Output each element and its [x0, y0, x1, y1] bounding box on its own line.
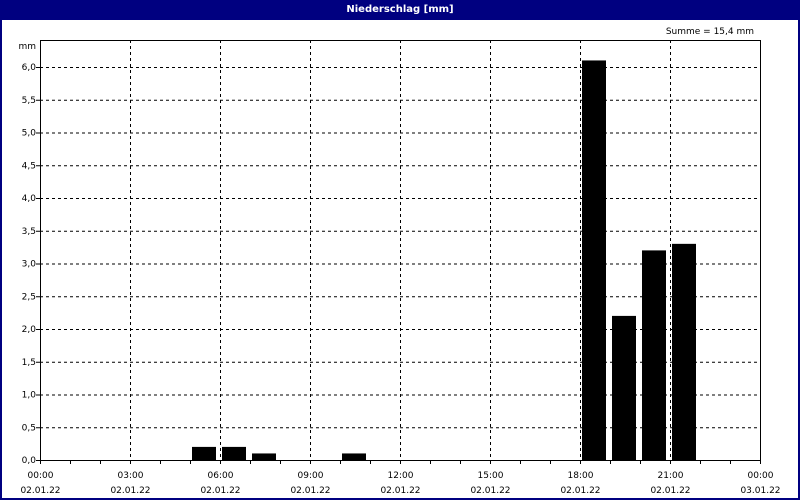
precipitation-bar [582, 60, 606, 460]
x-tick-time: 12:00 [388, 471, 414, 481]
precipitation-bar [612, 315, 636, 460]
y-tick-label: 4,5 [22, 161, 36, 171]
x-tick-time: 00:00 [748, 471, 774, 481]
x-tick-time: 21:00 [658, 471, 684, 481]
x-tick-date: 02.01.22 [380, 486, 420, 496]
x-tick-time: 06:00 [208, 471, 234, 481]
y-tick-label: 1,0 [22, 391, 37, 401]
precipitation-bar [342, 453, 366, 460]
y-tick-label: 5,5 [22, 96, 36, 106]
y-tick-label: 2,5 [22, 292, 36, 302]
precipitation-bar [222, 446, 246, 460]
x-tick-date: 03.01.22 [740, 486, 780, 496]
plot-frame [40, 40, 761, 461]
x-tick-date: 02.01.22 [470, 486, 510, 496]
precipitation-bar [192, 446, 216, 460]
y-tick-label: 1,5 [22, 358, 36, 368]
x-tick-date: 02.01.22 [200, 486, 240, 496]
x-tick-date: 02.01.22 [110, 486, 150, 496]
y-tick-label: 3,5 [22, 227, 36, 237]
x-tick-time: 15:00 [478, 471, 504, 481]
x-tick-time: 09:00 [298, 471, 324, 481]
x-tick-time: 00:00 [28, 471, 54, 481]
precipitation-bar [252, 453, 276, 460]
y-tick-label: 2,0 [22, 325, 37, 335]
sum-annotation: Summe = 15,4 mm [666, 27, 754, 37]
precipitation-bar [642, 250, 666, 460]
y-tick-label: 0,0 [22, 456, 37, 466]
y-tick-label: 4,0 [22, 194, 37, 204]
y-axis-unit: mm [18, 42, 36, 52]
x-tick-date: 02.01.22 [20, 486, 60, 496]
y-tick-label: 3,0 [22, 260, 37, 270]
x-tick-time: 18:00 [568, 471, 594, 481]
x-tick-date: 02.01.22 [290, 486, 330, 496]
window-title: Niederschlag [mm] [0, 0, 800, 20]
y-tick-label: 6,0 [22, 63, 37, 73]
x-tick-date: 02.01.22 [650, 486, 690, 496]
precipitation-bar [672, 243, 696, 460]
x-tick-date: 02.01.22 [560, 486, 600, 496]
y-tick-label: 5,0 [22, 129, 37, 139]
y-tick-label: 0,5 [22, 423, 36, 433]
x-tick-time: 03:00 [118, 471, 144, 481]
